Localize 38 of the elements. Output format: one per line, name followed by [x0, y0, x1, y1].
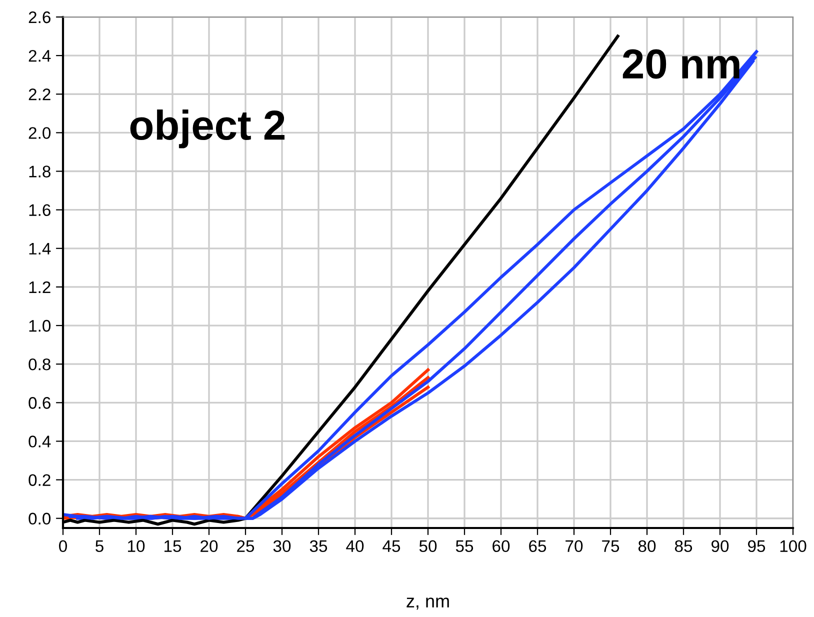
x-tick-label: 85	[674, 540, 692, 552]
x-tick-label: 40	[346, 540, 364, 552]
y-tick-label: 1.2	[29, 281, 50, 293]
x-tick-label: 45	[382, 540, 400, 552]
x-tick-label: 0	[59, 540, 67, 552]
annotation: 20 nm	[622, 49, 740, 79]
y-tick-label: 1.6	[29, 204, 50, 216]
x-tick-label: 20	[200, 540, 218, 552]
x-tick-label: 10	[128, 540, 145, 552]
y-tick-label: 2.4	[28, 50, 51, 62]
x-tick-label: 35	[310, 540, 328, 552]
annotation: object 2	[130, 109, 284, 148]
x-tick-label: 60	[492, 540, 510, 552]
x-tick-label: 5	[96, 540, 104, 552]
x-axis-title: z, nm	[406, 598, 449, 610]
y-tick-label: 2.2	[28, 88, 50, 100]
x-tick-label: 65	[529, 540, 546, 552]
y-tick-label: 0.6	[28, 397, 50, 409]
x-tick-label: 30	[273, 540, 291, 552]
y-tick-label: 1.8	[29, 166, 50, 178]
y-tick-label: 1.0	[29, 320, 51, 332]
y-tick-label: 2.0	[28, 127, 51, 139]
x-tick-label: 80	[638, 540, 656, 552]
x-tick-label: 75	[602, 540, 620, 552]
x-tick-label: 95	[748, 540, 766, 552]
x-tick-label: 50	[419, 540, 437, 552]
y-tick-label: 0.2	[28, 474, 50, 486]
y-tick-label: 0.0	[28, 512, 51, 525]
x-tick-label: 15	[164, 540, 182, 552]
y-tick-label: 0.8	[28, 358, 50, 370]
x-tick-label: 25	[237, 540, 254, 552]
x-tick-label: 100	[780, 540, 806, 552]
y-tick-label: 1.4	[29, 242, 51, 254]
x-tick-label: 70	[566, 540, 583, 552]
y-tick-label: 2.6	[28, 11, 50, 24]
y-tick-label: 0.4	[28, 436, 51, 448]
x-tick-label: 90	[712, 540, 729, 552]
x-tick-label: 55	[456, 540, 474, 552]
